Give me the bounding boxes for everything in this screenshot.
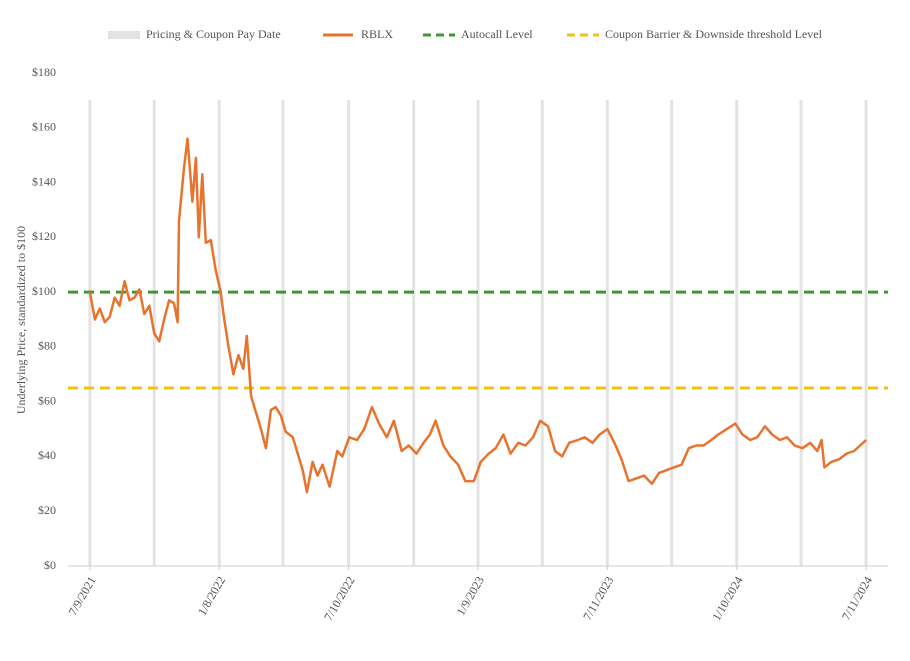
y-tick-label: $0 (44, 558, 56, 572)
legend-swatch (108, 31, 140, 39)
legend-label: Autocall Level (461, 27, 533, 41)
x-tick-label: 1/9/2023 (454, 574, 487, 618)
y-tick-label: $160 (32, 120, 56, 134)
y-axis-title: Underlying Price, standardized to $100 (14, 226, 28, 414)
x-tick-label: 7/10/2022 (321, 574, 357, 623)
y-tick-label: $120 (32, 229, 56, 243)
x-tick-label: 7/9/2021 (65, 574, 98, 618)
x-tick-label: 1/10/2024 (709, 574, 745, 623)
legend-label: Coupon Barrier & Downside threshold Leve… (605, 27, 823, 41)
legend-label: Pricing & Coupon Pay Date (146, 27, 281, 41)
x-tick-label: 7/11/2024 (839, 574, 875, 623)
x-tick-label: 7/11/2023 (580, 574, 616, 623)
price-line (88, 137, 867, 494)
x-tick-label: 1/8/2022 (195, 574, 228, 618)
y-tick-label: $80 (38, 339, 56, 353)
y-tick-label: $100 (32, 284, 56, 298)
y-tick-label: $60 (38, 393, 56, 407)
y-tick-label: $180 (32, 65, 56, 79)
y-tick-label: $20 (38, 503, 56, 517)
legend-label: RBLX (361, 27, 393, 41)
y-tick-label: $140 (32, 174, 56, 188)
y-tick-label: $40 (38, 448, 56, 462)
